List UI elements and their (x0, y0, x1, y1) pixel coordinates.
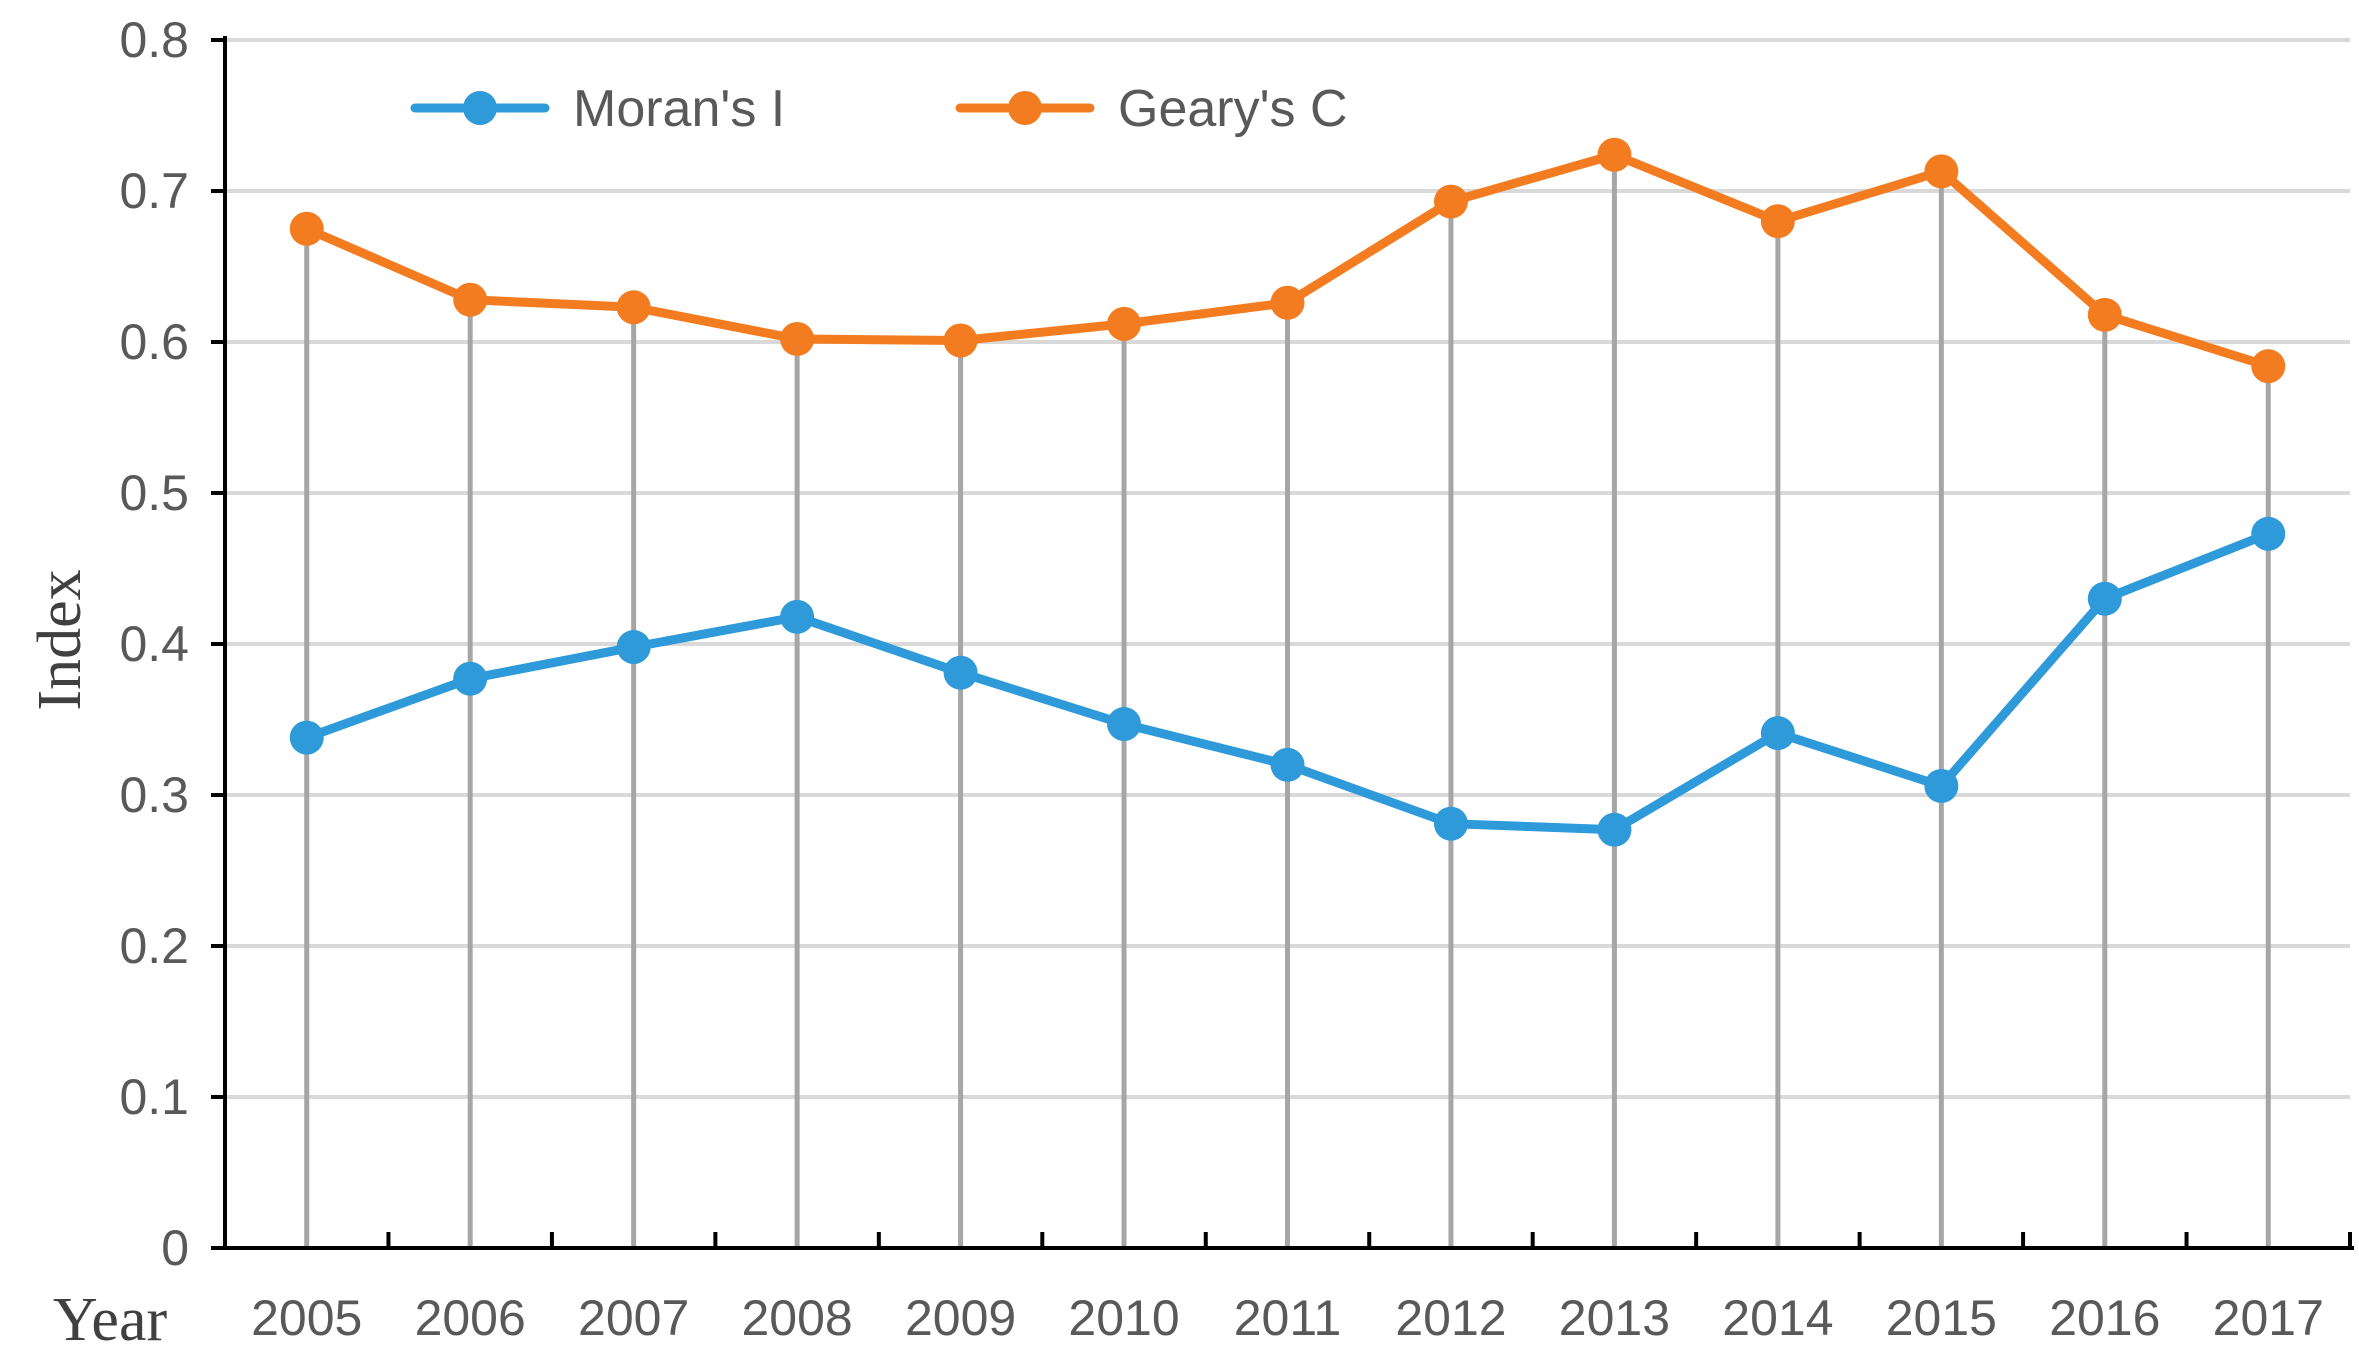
data-point-geary-s-c (2251, 349, 2286, 384)
x-tick-label: 2005 (251, 1290, 362, 1346)
y-tick-label: 0 (161, 1220, 189, 1276)
y-tick-label: 0.8 (119, 12, 189, 68)
data-point-moran-s-i (1760, 716, 1795, 751)
x-tick-label: 2013 (1559, 1290, 1670, 1346)
tick-labels: 0 0.1 0.2 0.3 0.4 0.5 0.6 0.7 0.8 2005 2006 2007 200… (119, 12, 2323, 1346)
axis-titles: Index Year (26, 569, 167, 1354)
data-point-moran-s-i (453, 661, 488, 696)
data-point-moran-s-i (1597, 812, 1632, 847)
data-point-moran-s-i (2087, 581, 2122, 616)
data-point-geary-s-c (943, 323, 978, 358)
x-tick-label: 2008 (741, 1290, 852, 1346)
data-point-geary-s-c (2087, 297, 2122, 332)
data-point-geary-s-c (289, 211, 324, 246)
x-tick-label: 2009 (905, 1290, 1016, 1346)
legend-swatch-marker-moran-s-i (463, 91, 497, 125)
data-point-geary-s-c (453, 282, 488, 317)
x-tick-label: 2012 (1395, 1290, 1506, 1346)
x-tick-label: 2006 (415, 1290, 526, 1346)
axes (211, 36, 2354, 1250)
data-point-geary-s-c (780, 321, 815, 356)
data-point-moran-s-i (1433, 806, 1468, 841)
data-point-moran-s-i (1270, 747, 1305, 782)
y-tick-label: 0.4 (119, 616, 189, 672)
data-point-geary-s-c (1107, 306, 1142, 341)
data-point-geary-s-c (1760, 204, 1795, 239)
y-tick-label: 0.1 (119, 1069, 189, 1125)
data-point-moran-s-i (780, 599, 815, 634)
legend-swatch-marker-geary-s-c (1008, 91, 1042, 125)
data-point-moran-s-i (2251, 516, 2286, 551)
legend: Moran's I Geary's C (410, 80, 1348, 138)
data-point-moran-s-i (943, 655, 978, 690)
data-point-geary-s-c (1433, 184, 1468, 219)
y-tick-label: 0.6 (119, 314, 189, 370)
x-axis-title: Year (53, 1286, 168, 1354)
y-tick-label: 0.3 (119, 767, 189, 823)
x-tick-label: 2016 (2049, 1290, 2160, 1346)
data-point-moran-s-i (1107, 707, 1142, 742)
data-point-geary-s-c (1270, 285, 1305, 320)
x-tick-label: 2007 (578, 1290, 689, 1346)
y-tick-label: 0.5 (119, 465, 189, 521)
legend-label-moran-s-i: Moran's I (573, 80, 785, 138)
x-tick-label: 2011 (1234, 1290, 1342, 1346)
y-tick-label: 0.7 (119, 163, 189, 219)
data-point-geary-s-c (616, 290, 651, 325)
legend-label-geary-s-c: Geary's C (1118, 80, 1348, 138)
x-tick-label: 2017 (2213, 1290, 2324, 1346)
data-point-geary-s-c (1924, 154, 1959, 189)
y-tick-label: 0.2 (119, 918, 189, 974)
series-lines (289, 137, 2286, 847)
data-point-geary-s-c (1597, 137, 1632, 172)
y-axis-title: Index (26, 569, 94, 710)
data-point-moran-s-i (1924, 768, 1959, 803)
x-tick-label: 2010 (1068, 1290, 1179, 1346)
x-tick-label: 2014 (1722, 1290, 1833, 1346)
data-point-moran-s-i (289, 720, 324, 755)
data-point-moran-s-i (616, 630, 651, 665)
x-tick-label: 2015 (1886, 1290, 1997, 1346)
